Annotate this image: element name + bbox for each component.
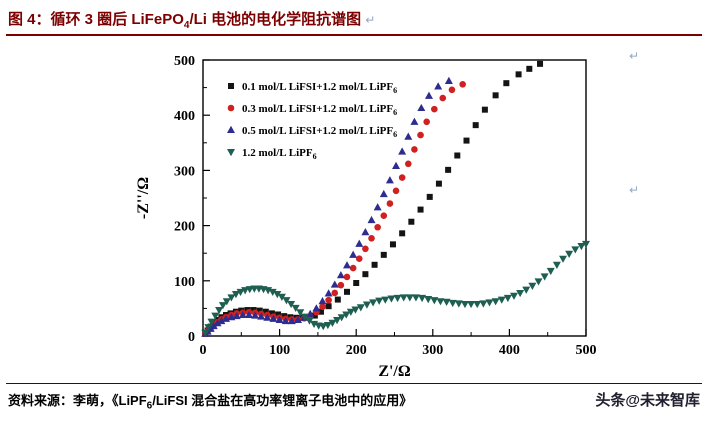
svg-text:0: 0 [188,330,195,345]
svg-text:400: 400 [499,343,520,358]
figure-title-text-2: /Li 电池的电化学阻抗谱图 [189,11,362,28]
svg-text:0: 0 [200,343,207,358]
source-text-post: /LiFSI 混合盐在高功率锂离子电池中的应用》 [152,393,413,408]
figure-title: 图 4：循环 3 圈后 LiFePO4/Li 电池的电化学阻抗谱图 ↵ [8,8,375,31]
footer-divider [6,383,702,384]
nyquist-chart: 0 100 200 300 400 500 0 100 200 300 400 500 Z'/Ω -Z''… [118,46,643,386]
svg-text:1.2 mol/L LiPF6: 1.2 mol/L LiPF6 [242,147,317,161]
svg-text:500: 500 [576,343,597,358]
paragraph-mark-icon: ↵ [629,183,640,197]
svg-text:-Z''/Ω: -Z''/Ω [135,177,152,219]
watermark-text: 头条@未来智库 [595,392,700,409]
svg-text:0.3 mol/L LiFSI+1.2 mol/L LiPF: 0.3 mol/L LiFSI+1.2 mol/L LiPF6 [242,103,397,117]
figure-title-subscript: 4 [183,20,190,31]
figure-title-text: 图 4：循环 3 圈后 LiFePO [8,11,184,28]
source-text-pre: 资料来源：李萌，《LiPF [8,393,147,408]
nyquist-plot-svg: 0 100 200 300 400 500 0 100 200 300 400 500 Z'/Ω -Z''… [135,54,597,380]
source-text-subscript: 6 [146,400,153,412]
svg-text:Z'/Ω: Z'/Ω [378,363,411,380]
svg-text:500: 500 [174,54,195,69]
svg-text:300: 300 [422,343,443,358]
svg-text:400: 400 [174,109,195,124]
svg-text:0.1 mol/L LiFSI+1.2 mol/L LiPF: 0.1 mol/L LiFSI+1.2 mol/L LiPF6 [242,81,397,95]
svg-text:200: 200 [346,343,367,358]
source-line: 资料来源：李萌，《LiPF6/LiFSI 混合盐在高功率锂离子电池中的应用》 头… [8,389,702,412]
source-text: 资料来源：李萌，《LiPF6/LiFSI 混合盐在高功率锂离子电池中的应用》 [8,390,412,412]
svg-text:0.5 mol/L LiFSI+1.2 mol/L LiPF: 0.5 mol/L LiFSI+1.2 mol/L LiPF6 [242,125,397,139]
title-divider [6,34,702,36]
svg-text:300: 300 [174,164,195,179]
paragraph-mark-icon: ↵ [629,49,640,63]
paragraph-mark-icon: ↵ [365,13,376,27]
svg-text:100: 100 [174,275,195,290]
svg-text:200: 200 [174,220,195,235]
svg-text:100: 100 [269,343,290,358]
